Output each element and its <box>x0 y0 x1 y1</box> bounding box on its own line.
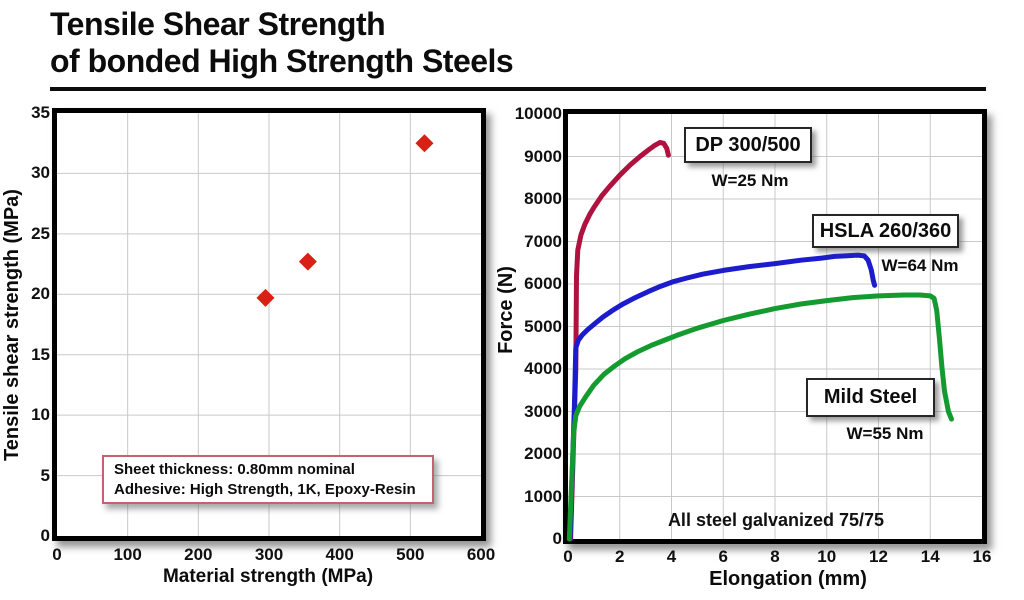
scatter-diamond-marker <box>256 288 275 307</box>
x-tick-label: 500 <box>396 545 425 564</box>
left-x-axis-title: Material strength (MPa) <box>162 566 374 587</box>
y-tick-label: 5 <box>40 465 50 485</box>
annotation-line2: Adhesive: High Strength, 1K, Epoxy-Resin <box>114 481 416 498</box>
y-tick-label: 0 <box>552 529 562 548</box>
curve-dp-300-500 <box>568 140 671 542</box>
y-tick-label: 25 <box>31 223 50 243</box>
left-y-axis-title: Tensile shear strength (MPa) <box>1 189 23 461</box>
y-tick-label: 4000 <box>524 359 562 378</box>
y-tick-label: 6000 <box>524 274 562 293</box>
y-tick-label: 9000 <box>524 146 562 166</box>
title-underline <box>50 87 986 91</box>
scatter-diamond-marker <box>415 134 434 153</box>
scatter-diamond-marker <box>298 252 317 271</box>
x-tick-label: 12 <box>869 547 888 566</box>
x-tick-label: 0 <box>52 545 62 564</box>
y-tick-label: 8000 <box>524 189 562 208</box>
mild-steel-torque-label: W=55 Nm <box>846 424 924 443</box>
y-tick-label: 7000 <box>524 231 562 251</box>
y-tick-label: 20 <box>31 284 50 304</box>
right-y-axis-title: Force (N) <box>495 266 517 354</box>
x-tick-label: 8 <box>770 547 780 566</box>
y-tick-label: 3000 <box>524 401 562 421</box>
curve-mild-steel <box>566 292 954 542</box>
y-tick-label: 0 <box>40 526 50 545</box>
hsla-series-label-box: HSLA 260/360 <box>812 214 959 248</box>
dp-series-label-box: DP 300/500 <box>684 127 812 163</box>
annotation-line1: Sheet thickness: 0.80mm nominal <box>114 461 355 478</box>
y-tick-label: 35 <box>31 103 50 122</box>
y-tick-label: 10000 <box>514 104 562 123</box>
y-tick-label: 1000 <box>524 486 562 506</box>
figure-title-line1: Tensile Shear Strength <box>50 6 386 42</box>
x-tick-label: 100 <box>113 545 142 564</box>
y-tick-label: 2000 <box>524 444 562 463</box>
x-tick-label: 4 <box>666 547 677 566</box>
x-tick-label: 600 <box>466 545 496 564</box>
x-tick-label: 16 <box>972 547 992 566</box>
x-tick-label: 300 <box>254 545 284 564</box>
x-tick-label: 14 <box>920 547 940 566</box>
y-tick-label: 15 <box>31 344 50 364</box>
x-tick-label: 200 <box>184 545 213 564</box>
x-tick-label: 400 <box>325 545 354 564</box>
dp-torque-label: W=25 Nm <box>711 171 789 190</box>
galvanized-note: All steel galvanized 75/75 <box>667 510 885 530</box>
x-tick-label: 10 <box>817 547 837 566</box>
y-tick-label: 5000 <box>524 316 562 336</box>
x-tick-label: 0 <box>563 547 573 566</box>
y-tick-label: 10 <box>31 405 50 425</box>
right-x-axis-title: Elongation (mm) <box>709 568 867 590</box>
y-tick-label: 30 <box>31 163 50 183</box>
hsla-torque-label: W=64 Nm <box>881 256 959 275</box>
figure-title-line2: of bonded High Strength Steels <box>50 43 514 79</box>
curve-hsla-260-360 <box>567 252 878 542</box>
x-tick-label: 6 <box>718 547 728 566</box>
mild-steel-series-label-box: Mild Steel <box>806 378 935 417</box>
x-tick-label: 2 <box>615 547 625 566</box>
adhesive-annotation-box: Sheet thickness: 0.80mm nominal Adhesive… <box>102 455 434 504</box>
